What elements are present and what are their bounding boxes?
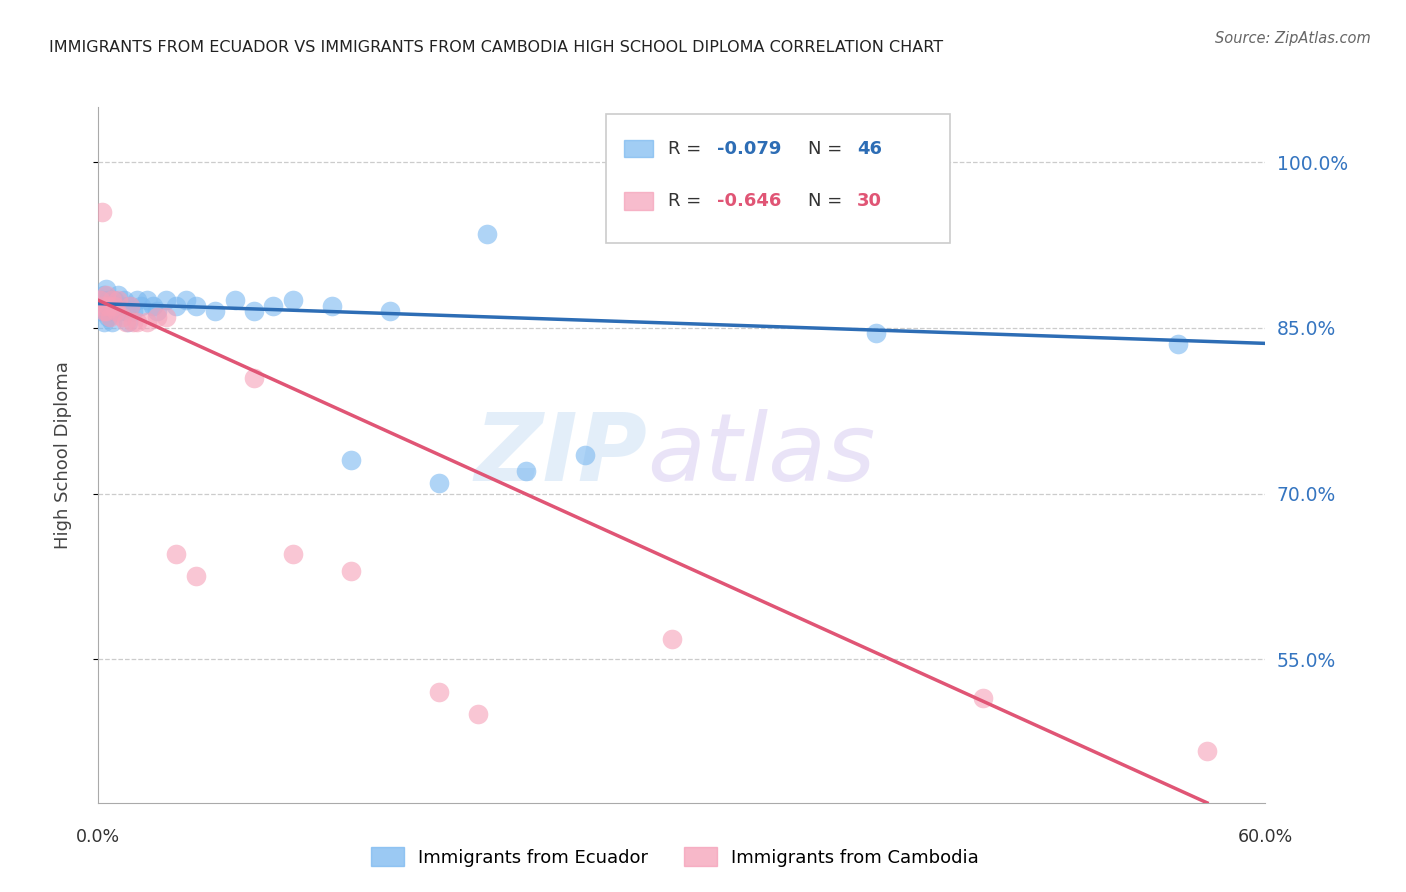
Text: R =: R = — [668, 140, 707, 158]
Point — [243, 370, 266, 384]
Point — [97, 310, 120, 324]
Point — [661, 632, 683, 647]
Point — [118, 299, 141, 313]
Point — [427, 475, 450, 490]
Text: 60.0%: 60.0% — [1237, 828, 1294, 846]
Point — [107, 299, 129, 313]
Point — [97, 299, 120, 313]
Point — [204, 304, 226, 318]
Point — [97, 293, 120, 308]
Text: N =: N = — [808, 192, 848, 210]
Point — [101, 299, 124, 313]
Text: 30: 30 — [858, 192, 882, 210]
Text: IMMIGRANTS FROM ECUADOR VS IMMIGRANTS FROM CAMBODIA HIGH SCHOOL DIPLOMA CORRELAT: IMMIGRANTS FROM ECUADOR VS IMMIGRANTS FR… — [49, 40, 943, 55]
Point — [117, 315, 139, 329]
Text: -0.646: -0.646 — [717, 192, 782, 210]
Point — [467, 707, 489, 722]
Point — [114, 315, 136, 329]
Point — [262, 299, 284, 313]
Point — [281, 293, 304, 308]
Point — [104, 304, 127, 318]
Point — [155, 293, 177, 308]
Point — [103, 299, 125, 313]
Point — [146, 310, 169, 324]
Bar — [624, 193, 652, 210]
Point — [108, 304, 131, 318]
Point — [165, 299, 187, 313]
Point — [114, 304, 136, 318]
Point — [477, 227, 499, 241]
Y-axis label: High School Diploma: High School Diploma — [53, 361, 72, 549]
Point — [96, 287, 118, 301]
Text: R =: R = — [668, 192, 707, 210]
Point — [104, 304, 127, 318]
Point — [671, 199, 693, 213]
Point — [136, 315, 159, 329]
Point — [107, 293, 129, 308]
Point — [93, 287, 115, 301]
Point — [107, 287, 129, 301]
Point — [91, 293, 114, 308]
Legend: Immigrants from Ecuador, Immigrants from Cambodia: Immigrants from Ecuador, Immigrants from… — [364, 840, 986, 874]
FancyBboxPatch shape — [606, 114, 950, 243]
Point — [515, 465, 537, 479]
Point — [136, 293, 159, 308]
Point — [118, 299, 141, 313]
Point — [281, 547, 304, 561]
Point — [122, 315, 145, 329]
Point — [96, 304, 118, 318]
Point — [427, 685, 450, 699]
Point — [380, 304, 402, 318]
Point — [142, 299, 165, 313]
Point — [574, 448, 596, 462]
Point — [89, 293, 111, 308]
Point — [93, 315, 115, 329]
Point — [111, 299, 134, 313]
Point — [865, 326, 887, 341]
Point — [972, 690, 994, 705]
Point — [1167, 337, 1189, 351]
Point — [112, 293, 135, 308]
Point — [103, 293, 125, 308]
Point — [146, 304, 169, 318]
Point — [340, 453, 363, 467]
Point — [129, 299, 152, 313]
Point — [89, 299, 111, 313]
Point — [127, 315, 149, 329]
Point — [127, 293, 149, 308]
Point — [91, 299, 114, 313]
Point — [89, 304, 111, 318]
Point — [243, 304, 266, 318]
Point — [174, 293, 197, 308]
Point — [1195, 744, 1218, 758]
Point — [91, 205, 114, 219]
Point — [101, 315, 124, 329]
Text: 46: 46 — [858, 140, 882, 158]
Point — [165, 547, 187, 561]
Point — [340, 564, 363, 578]
Text: ZIP: ZIP — [474, 409, 647, 501]
Point — [321, 299, 343, 313]
Point — [93, 304, 115, 318]
Point — [96, 282, 118, 296]
Point — [98, 310, 121, 324]
Point — [224, 293, 246, 308]
Point — [184, 569, 207, 583]
Point — [155, 310, 177, 324]
Text: atlas: atlas — [647, 409, 875, 500]
Point — [184, 299, 207, 313]
Text: -0.079: -0.079 — [717, 140, 782, 158]
Text: Source: ZipAtlas.com: Source: ZipAtlas.com — [1215, 31, 1371, 46]
Point — [111, 310, 134, 324]
Bar — [624, 140, 652, 158]
Point — [98, 304, 121, 318]
Text: N =: N = — [808, 140, 848, 158]
Text: 0.0%: 0.0% — [76, 828, 121, 846]
Point — [101, 293, 124, 308]
Point — [122, 304, 145, 318]
